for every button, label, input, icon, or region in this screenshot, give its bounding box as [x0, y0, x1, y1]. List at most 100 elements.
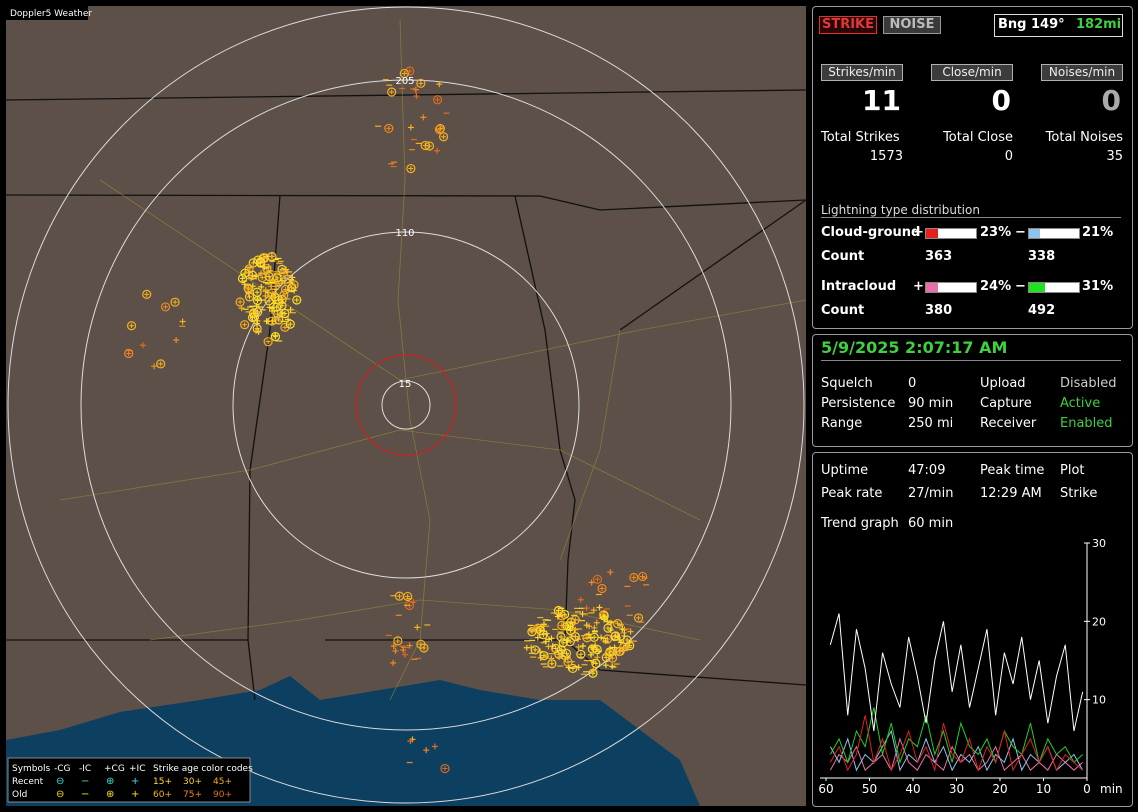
strike-symbol: [545, 643, 552, 650]
strike-symbol: [558, 647, 565, 654]
legend-column: -CG: [54, 764, 71, 774]
legend-symbol: ⊖: [56, 776, 64, 787]
rate-header: Noises/min: [1041, 64, 1123, 81]
legend-age: 45+: [213, 777, 232, 787]
sign: +: [913, 225, 924, 240]
strike-symbol: [588, 579, 595, 586]
strike-symbol: [179, 318, 186, 325]
strike-symbol: [548, 635, 555, 642]
trend-window: 60 min: [908, 516, 954, 531]
strike-symbol: [393, 636, 403, 646]
info-text: Active: [1060, 396, 1101, 411]
strike-symbol: [598, 634, 605, 641]
strike-symbol: [278, 277, 285, 284]
strike-symbol: [292, 295, 302, 305]
strike-symbol: [160, 302, 171, 312]
strike-symbol: [588, 668, 598, 678]
strike-symbol: [585, 631, 592, 638]
strike-symbol: [597, 583, 607, 594]
strike-symbol: [275, 311, 281, 317]
strike-symbol: [262, 292, 269, 299]
strike-symbol: [285, 319, 295, 329]
legend-symbol: +: [131, 776, 139, 787]
strike-symbol: [616, 648, 622, 654]
strike-symbol: [420, 114, 427, 121]
percent-label: 21%: [1082, 225, 1114, 240]
trend-line: [829, 707, 1083, 765]
strike-symbol: [535, 625, 545, 636]
strike-symbol: [432, 95, 443, 105]
strike-symbol: [405, 66, 415, 76]
strike-symbol: [579, 643, 586, 650]
strike-symbol: [156, 359, 166, 369]
strike-symbol: [240, 275, 246, 281]
strike-symbol: [269, 290, 275, 296]
bar-track: [1028, 282, 1080, 293]
strike-symbol: [279, 303, 285, 309]
strike-symbol: [599, 611, 609, 621]
legend-age: 30+: [183, 777, 202, 787]
strike-symbol: [426, 143, 432, 149]
rate-value: 0: [991, 84, 1011, 117]
bar-track: [925, 282, 977, 293]
strike-symbol: [551, 643, 561, 654]
distribution-title: Lightning type distribution: [821, 203, 1121, 218]
strike-symbol: [553, 646, 559, 652]
info-text: 90 min: [908, 396, 954, 411]
total-value: 1573: [869, 149, 903, 164]
info-text: Receiver: [980, 416, 1037, 431]
legend-column: +CG: [104, 764, 125, 774]
strike-symbol: [237, 299, 243, 305]
strike-symbol: [126, 321, 137, 331]
strike-symbol: [280, 308, 290, 319]
strike-symbol: [126, 350, 132, 356]
x-tick-label: 0: [1083, 782, 1091, 796]
strike-symbol: [418, 80, 424, 86]
strike-symbol: [253, 255, 263, 265]
x-tick-label: 20: [992, 782, 1007, 796]
legend-text: Strike age color codes: [153, 764, 253, 774]
strike-symbol: [408, 166, 414, 172]
bearing: Bng 149°: [998, 17, 1065, 32]
percent-label: 23%: [980, 225, 1012, 240]
strike-indicator: STRIKE: [819, 16, 877, 34]
bar-track: [1028, 228, 1080, 239]
strike-symbol: [537, 654, 544, 661]
strike-symbol: [602, 662, 609, 669]
strike-symbol: [158, 361, 164, 367]
strike-symbol: [613, 619, 623, 629]
strike-symbol: [530, 645, 540, 655]
strike-symbol: [564, 621, 574, 631]
strike-symbol: [170, 297, 180, 307]
strike-symbol: [556, 654, 563, 661]
strike-layer: [124, 66, 650, 774]
strike-symbol: [434, 125, 444, 135]
total-value: 35: [1106, 149, 1123, 164]
count-value: 363: [925, 249, 953, 264]
legend-symbol: ⊕: [106, 789, 114, 800]
strike-symbol: [595, 576, 601, 582]
counts-panel: [812, 6, 1133, 329]
strike-symbol: [279, 309, 286, 316]
info-text: Enabled: [1060, 416, 1113, 431]
strike-symbol: [591, 634, 597, 640]
info-text: Plot: [1060, 463, 1085, 478]
strike-symbol: [636, 615, 642, 621]
strike-symbol: [589, 646, 595, 652]
percent-bar: [926, 283, 938, 292]
y-tick-label: 20: [1092, 615, 1106, 628]
strike-symbol: [604, 618, 611, 625]
strike-symbol: [629, 572, 639, 583]
strike-symbol: [266, 298, 272, 304]
legend-text: Symbols: [12, 764, 51, 774]
map-title: Doppler5 Weather: [10, 9, 92, 19]
legend-symbol: −: [81, 789, 89, 800]
strike-symbol: [549, 661, 555, 667]
strike-symbol: [267, 288, 277, 298]
strike-symbol: [558, 634, 564, 640]
strike-symbol: [258, 283, 265, 290]
strike-symbol: [441, 134, 447, 140]
y-tick-label: 30: [1092, 537, 1106, 550]
strike-symbol: [637, 571, 648, 582]
